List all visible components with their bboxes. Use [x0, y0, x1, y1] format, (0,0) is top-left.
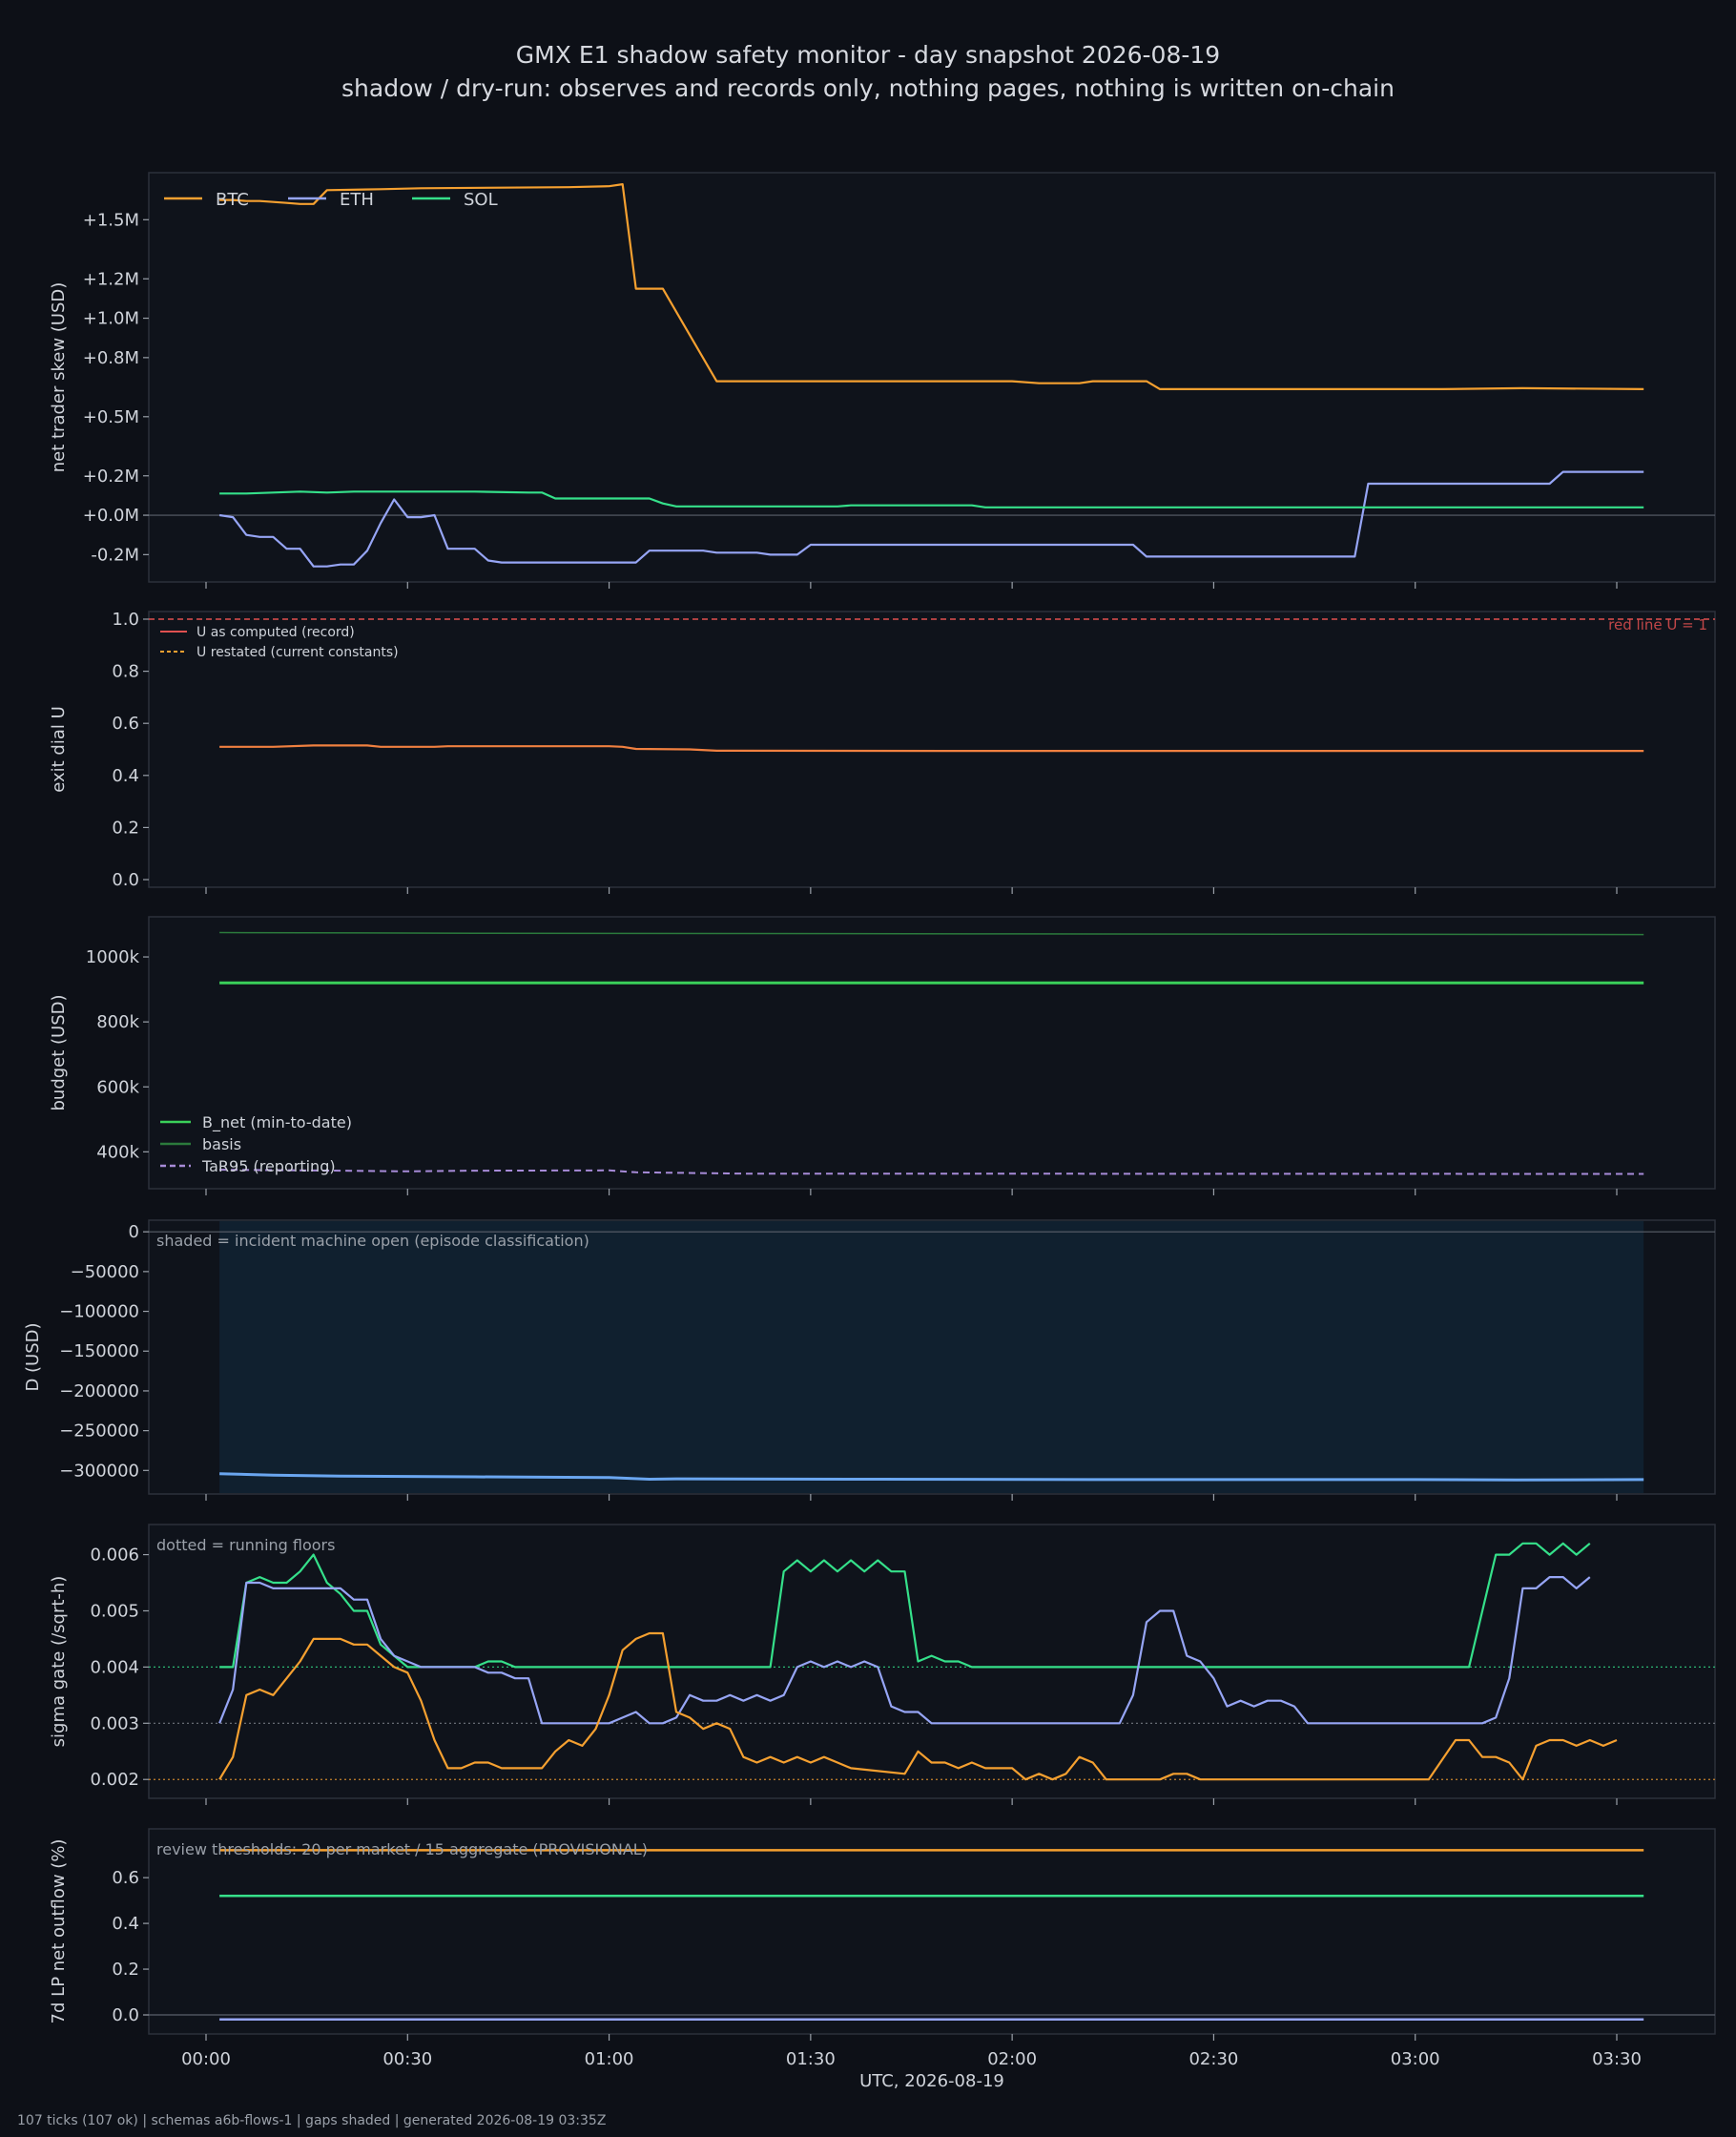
plot-frame: [148, 172, 1716, 583]
legend-label: U restated (current constants): [196, 645, 399, 660]
y-tick-label: 0.2: [112, 818, 139, 838]
y-axis-label: budget (USD): [49, 994, 69, 1110]
y-tick-label: 0.005: [90, 1601, 139, 1621]
legend-label: U as computed (record): [196, 625, 355, 640]
y-tick-label: 0.4: [112, 766, 139, 786]
y-tick-label: 1.0: [112, 610, 139, 630]
x-tick-label: 02:00: [987, 2049, 1037, 2069]
y-tick-label: +0.2M: [83, 467, 139, 487]
series-line-d: [219, 1472, 1644, 1482]
incident-shade: [219, 1221, 1644, 1493]
y-tick-label: 400k: [96, 1142, 139, 1162]
y-tick-label: 0.0: [112, 2005, 139, 2025]
y-tick-label: 600k: [96, 1077, 139, 1097]
series-line-u-as-computed-record-: [219, 744, 1644, 753]
plot-frame: [148, 611, 1716, 888]
y-tick-label: 0.0: [112, 870, 139, 890]
panel-note: review thresholds: 20 per market / 15 ag…: [156, 1840, 648, 1858]
series-line-btc: [218, 1631, 1618, 1781]
y-tick-label: 0.6: [112, 714, 139, 734]
y-tick-label: 1000k: [86, 947, 140, 967]
y-axis-label: sigma gate (/sqrt-h): [49, 1576, 69, 1748]
y-tick-label: −200000: [59, 1381, 139, 1401]
panel-note: dotted = running floors: [156, 1536, 335, 1554]
y-axis-label: exit dial U: [49, 706, 69, 793]
legend-label: ETH: [340, 190, 374, 210]
x-tick-label: 00:00: [181, 2049, 231, 2069]
x-tick-label: 02:30: [1188, 2049, 1238, 2069]
y-tick-label: +0.5M: [83, 407, 139, 427]
y-tick-label: 0.6: [112, 1868, 139, 1888]
plot-frame: [148, 916, 1716, 1190]
y-axis-label: 7d LP net outflow (%): [49, 1839, 69, 2024]
panel-skew: -0.2M +0.2M +0.5M +0.8M +1.0M +1.2M +1.5M +0.0M…: [49, 172, 1716, 589]
y-tick-label: +0.0M: [83, 506, 139, 526]
y-tick-label: −300000: [59, 1461, 139, 1481]
x-tick-label: 01:30: [786, 2049, 836, 2069]
series-line-btc: [219, 183, 1644, 390]
y-tick-label: 0.003: [90, 1713, 139, 1733]
x-tick-label: 00:30: [382, 2049, 432, 2069]
series-line-tar95-reporting-: [219, 1169, 1644, 1175]
legend-label: TaR95 (reporting): [201, 1157, 336, 1175]
series-line-sol: [219, 490, 1644, 508]
y-tick-label: 0.006: [90, 1546, 139, 1566]
panel-d: 0 −50000 −100000 −150000 −200000 −250000 −3000…: [23, 1219, 1716, 1501]
y-tick-label: −150000: [59, 1341, 139, 1361]
y-tick-label: +1.0M: [83, 309, 139, 329]
legend-label: B_net (min-to-date): [202, 1113, 352, 1132]
series-line-eth: [218, 470, 1644, 568]
x-tick-label: 03:00: [1391, 2049, 1440, 2069]
y-tick-label: −250000: [59, 1421, 139, 1442]
series-line-basis: [219, 931, 1644, 936]
y-tick-label: 0.2: [112, 1960, 139, 1980]
chart-subtitle: shadow / dry-run: observes and records o…: [341, 74, 1395, 102]
legend-label: BTC: [216, 190, 249, 210]
y-axis-label: D (USD): [23, 1322, 43, 1391]
panel-exit: red line U = 1 0.0 0.2 0.4 0.6 0.8 1.0 exit dia…: [49, 610, 1716, 894]
legend-label: basis: [202, 1135, 241, 1153]
legend-label: SOL: [464, 190, 498, 210]
y-tick-label: 0: [129, 1222, 139, 1242]
x-tick-label: 03:30: [1592, 2049, 1642, 2069]
series-line-eth: [218, 1576, 1591, 1725]
y-tick-label: 0.8: [112, 662, 139, 682]
x-axis-label: UTC, 2026-08-19: [859, 2071, 1004, 2091]
plot-frame: [148, 1828, 1716, 2035]
y-tick-label: −100000: [59, 1302, 139, 1322]
y-axis-label: net trader skew (USD): [49, 282, 69, 473]
plot-frame: [148, 1524, 1716, 1799]
panel-sigma: 0.002 0.003 0.004 0.005 0.006 sigma gate (/sq…: [49, 1524, 1716, 1805]
y-tick-label: +1.2M: [83, 269, 139, 289]
y-tick-label: +1.5M: [83, 210, 139, 230]
y-tick-label: -0.2M: [91, 545, 139, 565]
y-tick-label: 0.002: [90, 1770, 139, 1790]
chart-title: GMX E1 shadow safety monitor - day snaps…: [515, 41, 1221, 69]
y-tick-label: +0.8M: [83, 348, 139, 368]
footer-status: 107 ticks (107 ok) | schemas a6b-flows-1…: [17, 2113, 607, 2128]
panel-note: shaded = incident machine open (episode …: [156, 1232, 589, 1250]
y-tick-label: −50000: [71, 1262, 139, 1282]
panel-lp: 0.0 0.2 0.4 0.6 7d LP net outflow (%) review …: [49, 1828, 1716, 2041]
y-tick-label: 0.004: [90, 1657, 139, 1677]
title-block: GMX E1 shadow safety monitor - day snaps…: [0, 38, 1736, 105]
series-line-sol: [219, 1542, 1591, 1669]
red-line-label: red line U = 1: [1608, 616, 1707, 633]
y-tick-label: 0.4: [112, 1914, 139, 1934]
panel-budget: 400k 600k 800k 1000k budget (USD) B_net (min-…: [49, 916, 1716, 1195]
y-tick-label: 800k: [96, 1012, 139, 1032]
x-tick-label: 01:00: [585, 2049, 634, 2069]
